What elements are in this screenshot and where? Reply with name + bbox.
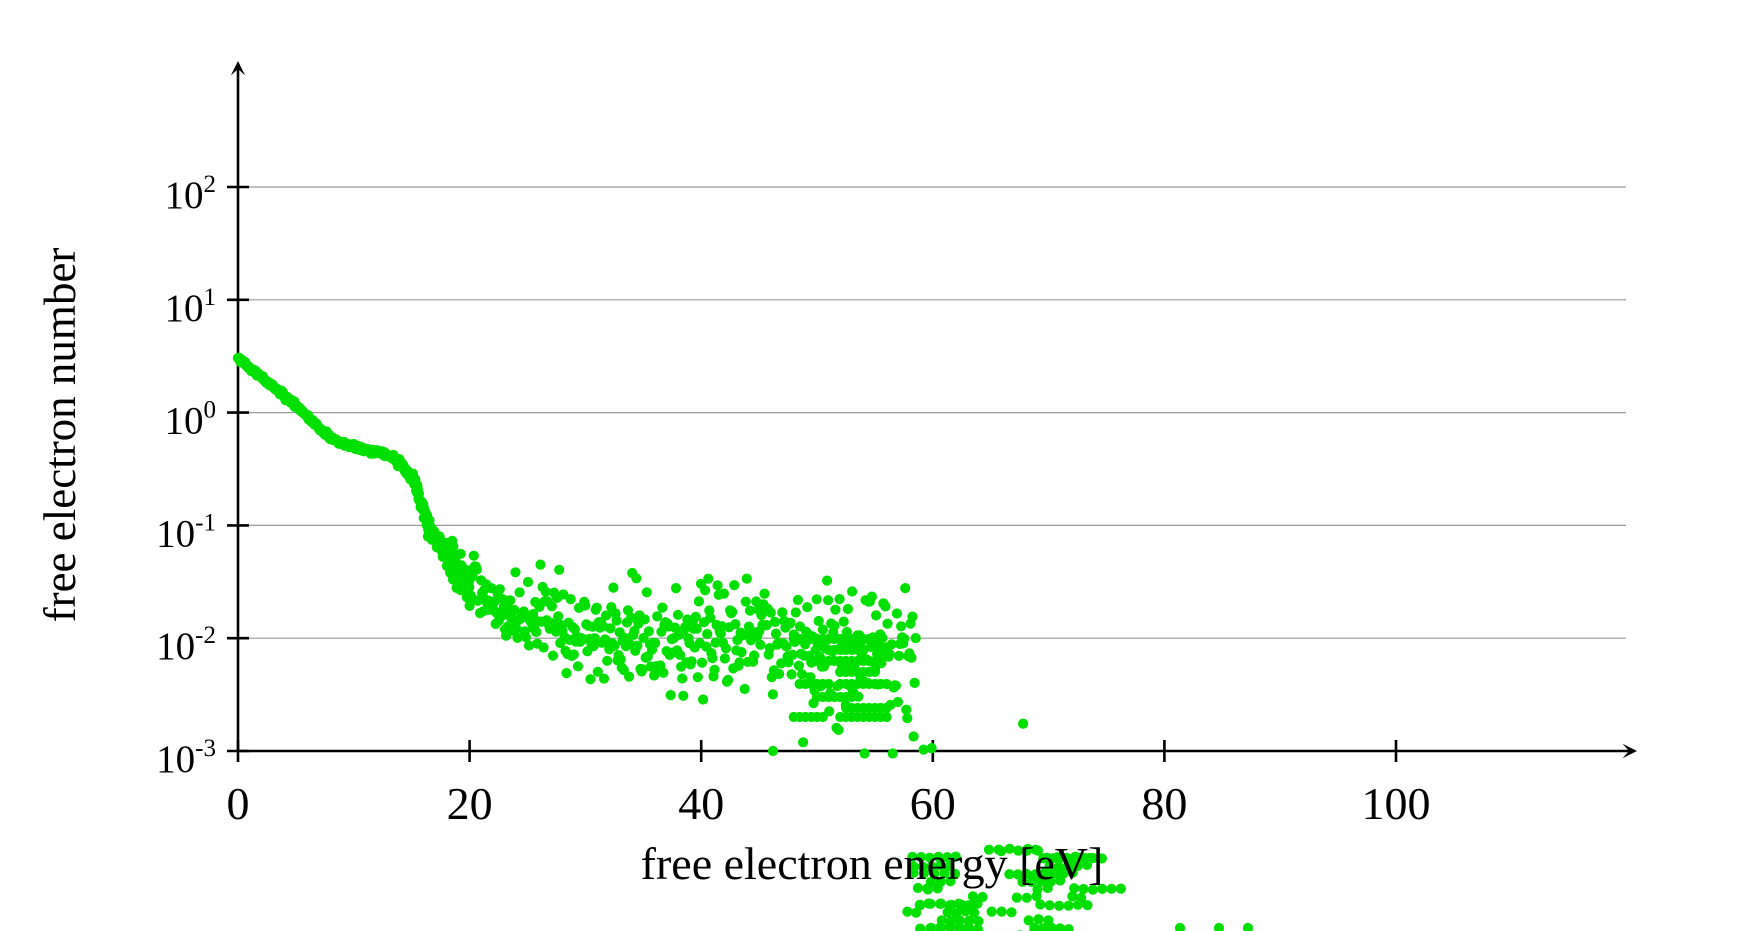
svg-text:100: 100 — [1362, 778, 1431, 829]
svg-text:10-3: 10-3 — [156, 735, 216, 781]
svg-text:free electron number: free electron number — [35, 248, 85, 623]
svg-text:40: 40 — [678, 778, 724, 829]
svg-text:20: 20 — [447, 778, 493, 829]
svg-text:102: 102 — [165, 171, 217, 217]
svg-text:free electron energy [eV]: free electron energy [eV] — [641, 838, 1104, 889]
svg-text:100: 100 — [165, 397, 217, 443]
svg-text:101: 101 — [165, 284, 217, 330]
svg-text:80: 80 — [1141, 778, 1187, 829]
svg-text:10-1: 10-1 — [156, 509, 216, 555]
svg-text:60: 60 — [910, 778, 956, 829]
svg-text:10-2: 10-2 — [156, 622, 216, 668]
svg-text:0: 0 — [227, 778, 250, 829]
